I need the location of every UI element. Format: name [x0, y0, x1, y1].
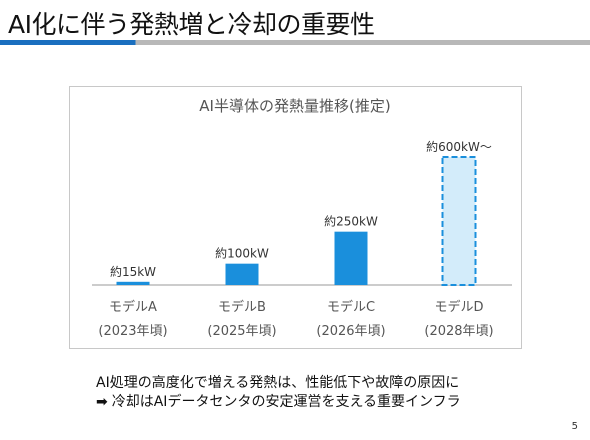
- chart-panel: AI半導体の発熱量推移(推定) 約15kW モデルA (2023年頃) 約100kW モ…: [69, 86, 522, 349]
- bar-value-label: 約100kW: [215, 246, 269, 261]
- bar-value-label: 約600kW～: [426, 139, 492, 154]
- bar-b: [225, 263, 259, 285]
- bar-a: [116, 281, 150, 285]
- category-year-label: (2025年頃): [207, 324, 276, 339]
- right-arrow-icon: ➡: [96, 394, 108, 410]
- category-label: モデルA: [109, 299, 157, 315]
- category-label: モデルB: [218, 299, 266, 315]
- summary-line-2: ➡ 冷却はAIデータセンタの安定運営を支える重要インフラ: [96, 393, 556, 412]
- chart-title: AI半導体の発熱量推移(推定): [199, 97, 390, 115]
- category-label: モデルC: [327, 299, 375, 315]
- summary-text: AI処理の高度化で増える発熱は、性能低下や故障の原因に ➡ 冷却はAIデータセンタ…: [96, 374, 556, 412]
- heat-trend-bar-chart: AI半導体の発熱量推移(推定) 約15kW モデルA (2023年頃) 約100kW モ…: [92, 97, 512, 339]
- category-year-label: (2023年頃): [98, 324, 167, 339]
- bar-c: [334, 231, 368, 285]
- summary-line-1: AI処理の高度化で増える発熱は、性能低下や故障の原因に: [96, 375, 460, 391]
- category-year-label: (2028年頃): [424, 324, 493, 339]
- summary-line-2-text: 冷却はAIデータセンタの安定運営を支える重要インフラ: [111, 394, 461, 410]
- title-underline: [0, 40, 590, 45]
- slide-title: AI化に伴う発熱増と冷却の重要性: [8, 10, 375, 39]
- page-number: 5: [571, 421, 578, 432]
- bar-group: 約15kW モデルA (2023年頃) 約100kW モデルB (2025年頃) 約250k…: [98, 139, 493, 339]
- category-label: モデルD: [434, 299, 483, 315]
- category-year-label: (2026年頃): [316, 324, 385, 339]
- bar-value-label: 約250kW: [324, 214, 378, 229]
- bar-value-label: 約15kW: [110, 264, 156, 279]
- bar-d: [441, 156, 477, 286]
